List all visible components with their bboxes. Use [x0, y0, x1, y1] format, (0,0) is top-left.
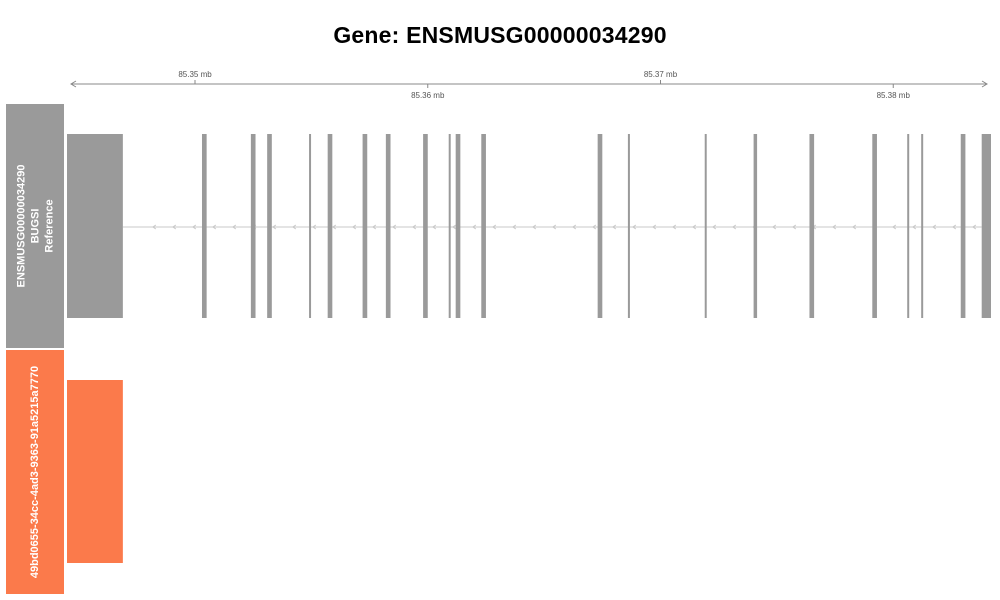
- exon-block: [481, 134, 486, 318]
- strand-arrow: [631, 224, 637, 230]
- strand-arrow: [291, 224, 297, 230]
- exon-block: [423, 134, 428, 318]
- reference-track: [67, 134, 991, 318]
- exon-block: [753, 134, 758, 318]
- strand-arrow: [911, 224, 917, 230]
- strand-arrow: [791, 224, 797, 230]
- axis-tick-label: 85.38 mb: [877, 91, 911, 100]
- axis-arrow-left: [70, 80, 77, 88]
- exon-block: [362, 134, 368, 318]
- axis-tick-label: 85.37 mb: [644, 70, 678, 79]
- strand-arrow: [771, 224, 777, 230]
- exon-block: [597, 134, 603, 318]
- exon-block: [327, 134, 333, 318]
- strand-arrow: [551, 224, 557, 230]
- strand-arrow: [411, 224, 417, 230]
- strand-arrow: [571, 224, 577, 230]
- strand-arrow: [231, 224, 237, 230]
- strand-arrow: [491, 224, 497, 230]
- exon-block: [309, 134, 312, 318]
- exon-block: [704, 134, 707, 318]
- strand-arrow: [651, 224, 657, 230]
- strand-arrow: [391, 224, 397, 230]
- strand-arrow: [931, 224, 937, 230]
- transcript-exon-block: [67, 380, 123, 563]
- strand-arrow: [351, 224, 357, 230]
- strand-arrow: [191, 224, 197, 230]
- axis-tick-label: 85.35 mb: [178, 70, 212, 79]
- strand-arrow: [431, 224, 437, 230]
- strand-arrow: [951, 224, 957, 230]
- strand-arrow: [831, 224, 837, 230]
- strand-arrow: [711, 224, 717, 230]
- strand-arrow: [451, 224, 457, 230]
- strand-arrow: [891, 224, 897, 230]
- strand-arrow: [471, 224, 477, 230]
- strand-arrow: [691, 224, 697, 230]
- gene-title: Gene: ENSMUSG00000034290: [333, 22, 667, 48]
- transcript-track: [67, 380, 123, 563]
- strand-arrow: [311, 224, 317, 230]
- exon-block: [921, 134, 924, 318]
- axis-tick-label: 85.36 mb: [411, 91, 445, 100]
- strand-arrow: [731, 224, 737, 230]
- strand-arrow: [271, 224, 277, 230]
- exon-block: [981, 134, 991, 318]
- strand-arrow: [591, 224, 597, 230]
- strand-arrow: [511, 224, 517, 230]
- strand-arrow: [531, 224, 537, 230]
- exon-block: [201, 134, 207, 318]
- strand-arrow: [211, 224, 217, 230]
- strand-arrow: [151, 224, 157, 230]
- exon-block: [67, 134, 123, 318]
- strand-arrow: [371, 224, 377, 230]
- strand-arrow: [171, 224, 177, 230]
- exon-block: [267, 134, 272, 318]
- exon-block: [907, 134, 910, 318]
- track-label-transcript: 49bd0655-34cc-4ad3-9363-91a5215a7770: [6, 350, 64, 594]
- strand-arrow: [611, 224, 617, 230]
- strand-arrow: [971, 224, 977, 230]
- strand-arrow: [851, 224, 857, 230]
- axis-arrow-right: [981, 80, 988, 88]
- strand-arrow: [331, 224, 337, 230]
- exon-block: [627, 134, 630, 318]
- exon-block: [385, 134, 391, 318]
- exon-block: [455, 134, 461, 318]
- exon-block: [872, 134, 877, 318]
- track-label-reference: ENSMUSG00000034290 BUGSI Reference: [6, 104, 64, 348]
- genomic-axis: 85.35 mb 85.36 mb 85.37 mb 85.38 mb: [70, 70, 988, 100]
- exon-block: [250, 134, 256, 318]
- strand-arrow: [671, 224, 677, 230]
- exon-block: [809, 134, 815, 318]
- exon-block: [448, 134, 451, 318]
- exon-block: [960, 134, 966, 318]
